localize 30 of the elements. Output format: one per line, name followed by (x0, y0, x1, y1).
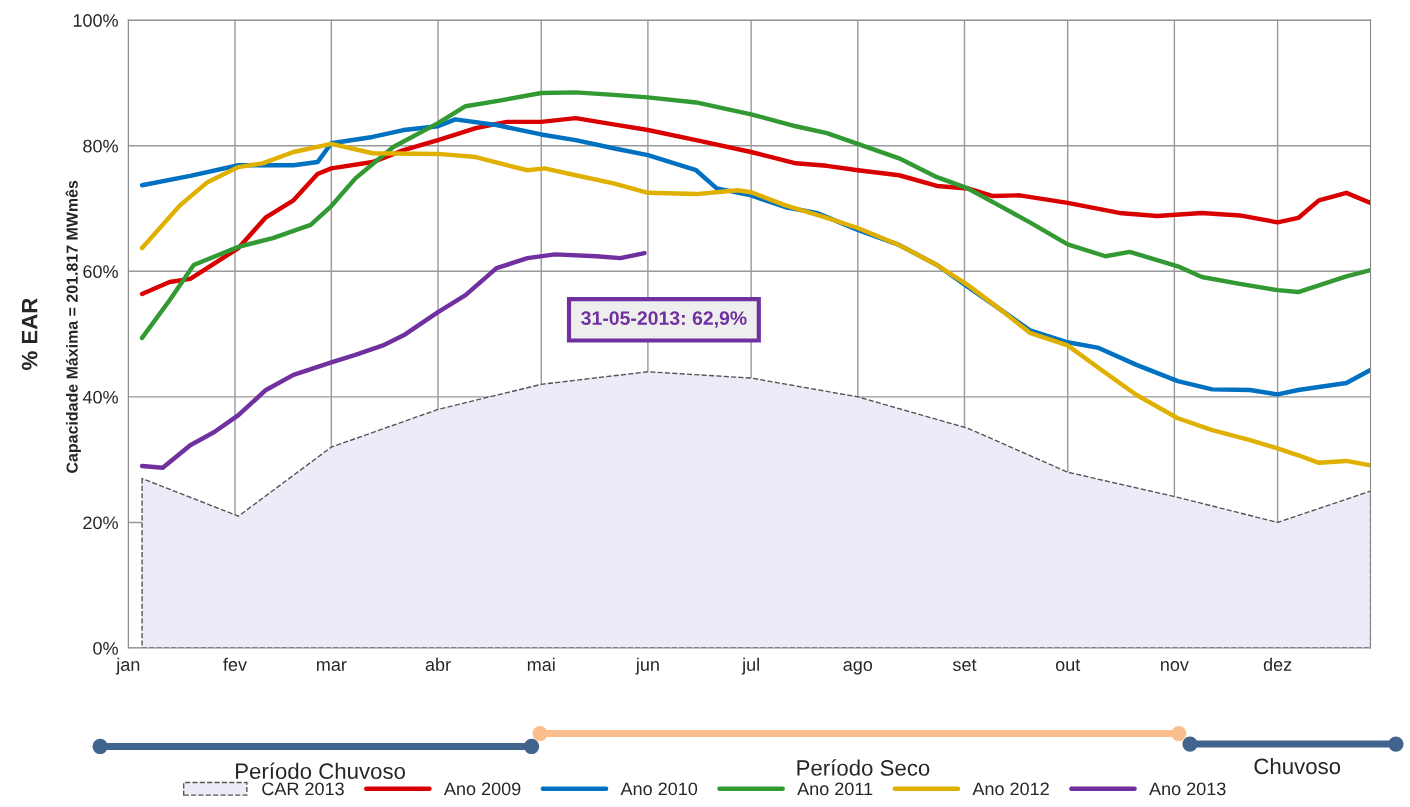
y-tick-label: 0% (93, 641, 118, 655)
x-tick-label: mai (527, 657, 555, 672)
annotation: 31-05-2013: 62,9% (581, 311, 747, 328)
x-tick-label: set (952, 659, 977, 672)
legend-label: Ano 2010 (620, 782, 698, 796)
legend-label: Ano 2013 (1149, 782, 1226, 796)
text: Chuvoso (1254, 757, 1341, 775)
x-tick-label: out (1055, 659, 1081, 672)
x-tick-label: jul (741, 657, 759, 675)
text: Período Chuvoso (236, 762, 405, 780)
y-tick-label: 100% (73, 14, 118, 27)
x-tick-label: ago (843, 661, 873, 675)
y-tick-label: 80% (83, 139, 118, 153)
y-tick-label: 60% (83, 265, 118, 279)
legend-label: CAR 2013 (262, 782, 344, 796)
x-tick-label: jun (635, 657, 659, 675)
legend-label: Ano 2012 (972, 782, 1049, 796)
y-tick-label: 40% (82, 390, 118, 404)
text: Período Seco (797, 759, 930, 776)
text: Capacidade Máxima = 201.817 MWmês (65, 180, 81, 473)
y-tick-label: 20% (83, 516, 118, 530)
x-tick-label: abr (425, 657, 451, 672)
y-axis-title: % EAR (21, 298, 38, 370)
legend-label: Ano 2011 (797, 782, 873, 796)
legend-label: Ano 2009 (443, 782, 521, 796)
x-tick-label: jan (115, 657, 140, 675)
x-tick-label: nov (1161, 661, 1189, 672)
x-tick-label: mar (316, 661, 347, 672)
x-tick-label: fev (223, 657, 247, 672)
x-tick-label: dez (1263, 657, 1292, 672)
